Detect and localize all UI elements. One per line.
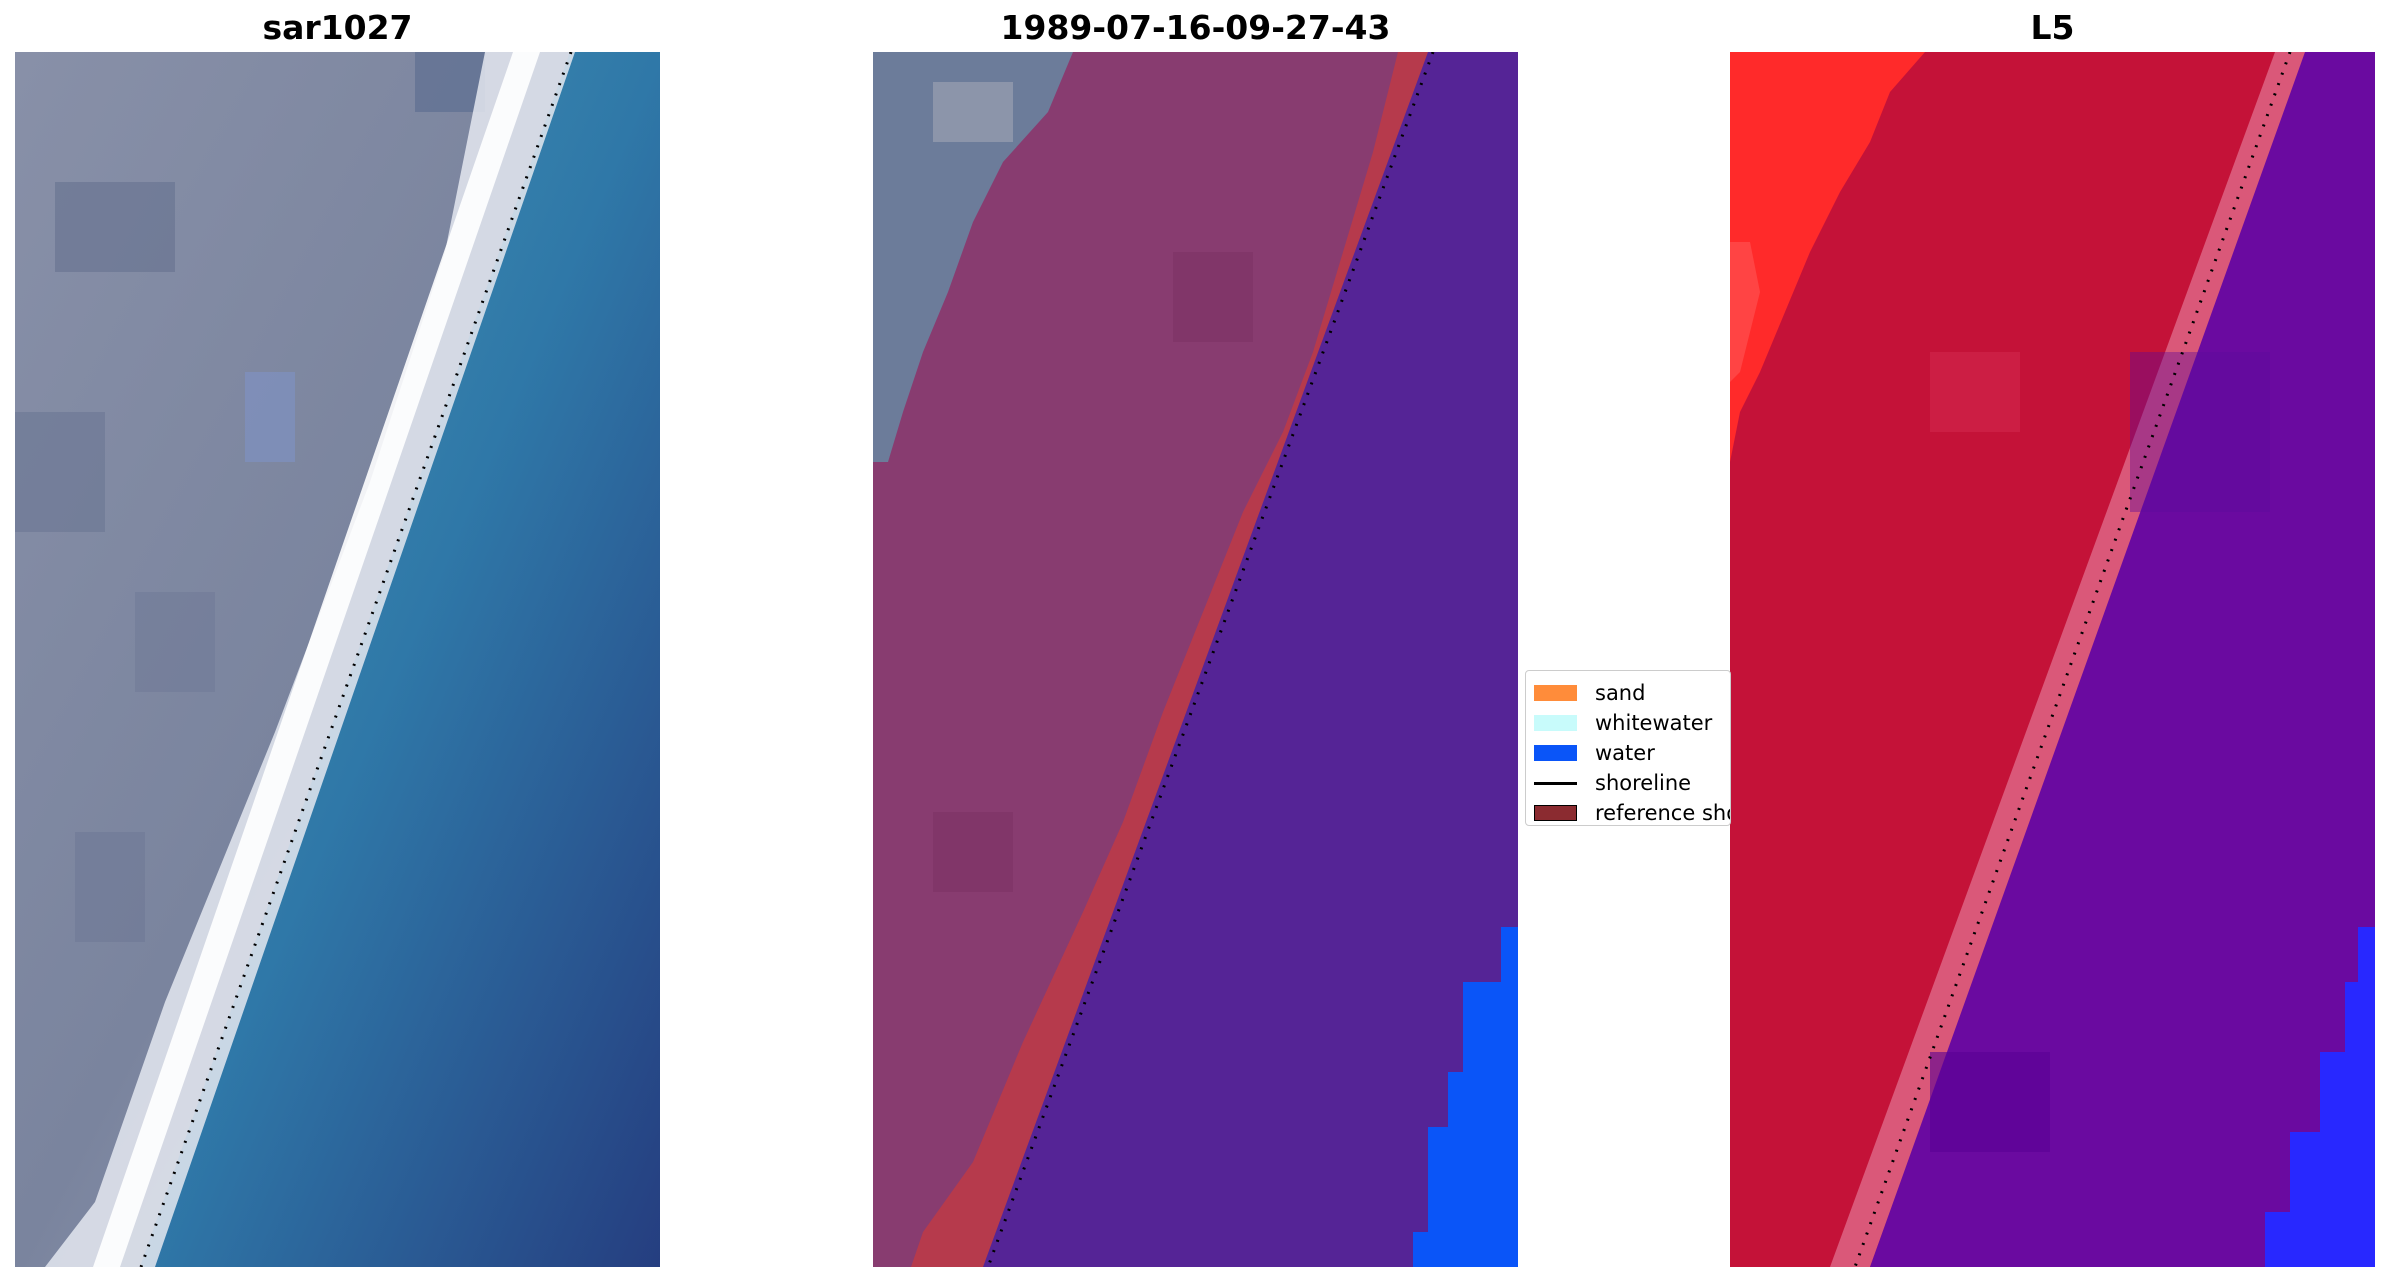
legend-label-sand: sand: [1595, 681, 1646, 705]
water-blue-class: [1413, 927, 1518, 1267]
legend-swatch-water: [1534, 745, 1577, 761]
legend-item-sand: sand: [1534, 678, 1645, 708]
index-image: [1730, 52, 2375, 1267]
legend: sand whitewater water shoreline referenc…: [1525, 670, 1731, 826]
legend-label-whitewater: whitewater: [1595, 711, 1713, 735]
unclassified-area: [873, 52, 1073, 462]
water-class: [983, 52, 1518, 1267]
panel-title-index: L5: [2030, 8, 2075, 47]
water-index: [1870, 52, 2375, 1267]
legend-swatch-shoreline: [1534, 781, 1577, 785]
rgb-image: [15, 52, 660, 1267]
rgb-image-panel: [15, 52, 660, 1267]
legend-item-whitewater: whitewater: [1534, 708, 1712, 738]
shoreline: [986, 52, 1435, 1267]
index-image-panel: [1730, 52, 2375, 1267]
legend-swatch-reference-shoreline: [1534, 805, 1577, 821]
legend-item-water: water: [1534, 738, 1655, 768]
legend-item-reference-shoreline: reference shoreline: [1534, 798, 1730, 825]
legend-label-reference-shoreline: reference shoreline: [1595, 801, 1730, 825]
blue-area: [2265, 927, 2375, 1267]
legend-swatch-whitewater: [1534, 715, 1577, 731]
legend-label-shoreline: shoreline: [1595, 771, 1692, 795]
legend-label-water: water: [1595, 741, 1655, 765]
classified-image-panel: [873, 52, 1518, 1267]
panel-title-rgb: sar1027: [262, 8, 413, 47]
classified-image: [873, 52, 1518, 1267]
bright-red-area: [1730, 52, 1925, 462]
ocean-area: [140, 52, 660, 1267]
panel-title-classified: 1989-07-16-09-27-43: [1000, 8, 1391, 47]
legend-item-shoreline: shoreline: [1534, 768, 1691, 798]
legend-swatch-sand: [1534, 685, 1577, 701]
